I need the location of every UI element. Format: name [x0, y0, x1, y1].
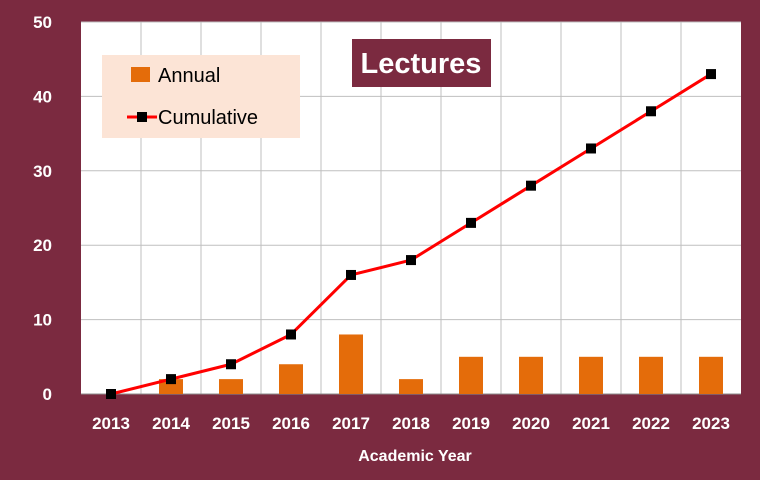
cumulative-marker	[106, 389, 116, 399]
legend-marker-cumulative	[137, 112, 147, 122]
x-tick-label: 2017	[332, 414, 370, 433]
legend-label-cumulative: Cumulative	[158, 107, 258, 129]
bar-annual	[639, 356, 663, 394]
chart-title: Lectures	[361, 48, 482, 80]
x-axis-title: Academic Year	[358, 448, 472, 465]
legend-swatch-annual	[131, 67, 150, 82]
y-tick-label: 40	[33, 87, 52, 106]
x-tick-label: 2020	[512, 414, 550, 433]
cumulative-marker	[166, 374, 176, 385]
bar-annual	[219, 379, 243, 394]
x-tick-label: 2021	[572, 414, 610, 433]
annual-bars	[159, 334, 723, 394]
x-tick-label: 2023	[692, 414, 730, 433]
cumulative-marker	[406, 255, 416, 266]
y-tick-label: 50	[33, 13, 52, 32]
cumulative-marker	[586, 143, 596, 154]
bar-annual	[399, 379, 423, 394]
legend: Annual Cumulative	[102, 55, 300, 138]
y-tick-label: 20	[33, 236, 52, 255]
bar-annual	[459, 356, 483, 394]
bar-annual	[579, 356, 603, 394]
x-tick-label: 2022	[632, 414, 670, 433]
cumulative-marker	[706, 69, 716, 80]
y-tick-label: 30	[33, 162, 52, 181]
bar-annual	[519, 356, 543, 394]
x-tick-label: 2018	[392, 414, 430, 433]
bar-annual	[699, 356, 723, 394]
legend-label-annual: Annual	[158, 65, 220, 87]
x-tick-label: 2016	[272, 414, 310, 433]
bar-annual	[159, 379, 183, 394]
chart-title-box	[352, 39, 491, 87]
bar-annual	[339, 334, 363, 394]
cumulative-line	[106, 69, 716, 399]
y-tick-label: 10	[33, 311, 52, 330]
cumulative-marker	[526, 180, 536, 191]
x-axis-ticks: 2013 2014 2015 2016 2017 2018 2019 2020 2021 2022…	[92, 414, 730, 433]
y-tick-label: 0	[43, 385, 52, 404]
cumulative-marker	[346, 269, 356, 280]
bar-annual	[279, 364, 303, 394]
cumulative-marker	[646, 106, 656, 117]
cumulative-marker	[466, 217, 476, 228]
x-tick-label: 2014	[152, 414, 190, 433]
x-tick-label: 2019	[452, 414, 490, 433]
y-axis-ticks: 0 10 20 30 40 50	[33, 13, 52, 404]
cumulative-marker	[286, 329, 296, 340]
x-tick-label: 2015	[212, 414, 250, 433]
cumulative-marker	[226, 359, 236, 370]
x-tick-label: 2013	[92, 414, 130, 433]
